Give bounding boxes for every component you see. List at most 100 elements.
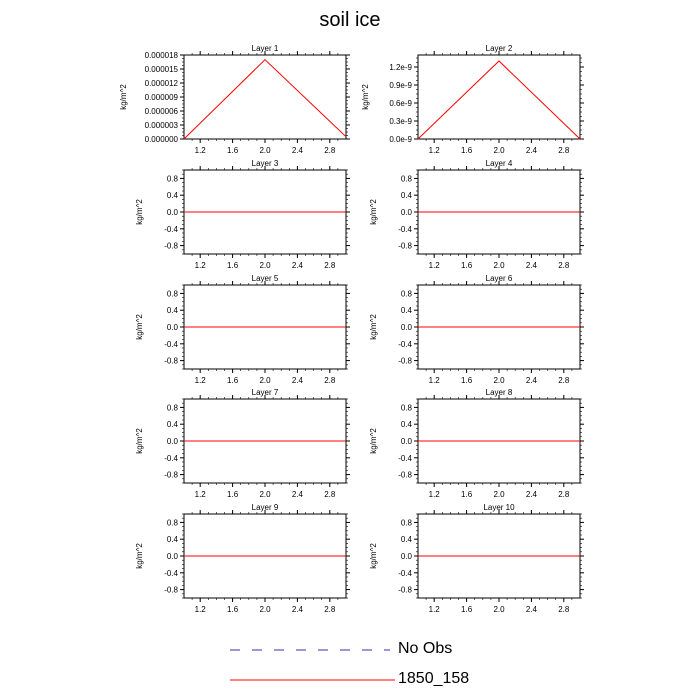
panel-10-ytick-label: -0.8 [398, 586, 412, 595]
panel-10-ytick-label: 0.4 [401, 535, 413, 544]
panel-1-title: Layer 1 [252, 44, 279, 53]
panel-2-xtick-label: 2.4 [526, 146, 538, 155]
panel-2-xtick-label: 1.2 [429, 146, 441, 155]
panel-8-ytick-label: -0.4 [398, 454, 412, 463]
panel-6-xtick-label: 2.8 [558, 376, 570, 385]
panel-4-ytick-label: -0.4 [398, 225, 412, 234]
panel-9-ytick-label: 0.0 [167, 552, 179, 561]
panel-2-xtick-label: 2.0 [493, 146, 505, 155]
panel-1-frame [183, 54, 347, 140]
panel-5-xtick-label: 2.4 [292, 376, 304, 385]
panel-6-xtick-label: 2.4 [526, 376, 538, 385]
panel-2-title: Layer 2 [486, 44, 513, 53]
panel-5-title: Layer 5 [252, 274, 279, 283]
panel-5-xtick-label: 2.8 [324, 376, 336, 385]
panel-10-xtick-label: 2.0 [493, 605, 505, 614]
panel-9-xtick-label: 2.0 [259, 605, 271, 614]
panel-6-xtick-label: 2.0 [493, 376, 505, 385]
panel-3-xtick-label: 1.6 [227, 261, 239, 270]
panel-9-ytick-label: 0.8 [167, 518, 179, 527]
panel-5-ytick-label: 0.4 [167, 306, 179, 315]
panel-8-xtick-label: 2.0 [493, 490, 505, 499]
panel-4-xtick-label: 1.6 [461, 261, 473, 270]
panel-1-xtick-label: 2.8 [324, 146, 336, 155]
panel-2-ylabel: kg/m^2 [361, 84, 370, 110]
panel-6-ytick-label: -0.4 [398, 340, 412, 349]
panel-10-ytick-label: -0.4 [398, 569, 412, 578]
panel-8-xtick-label: 1.6 [461, 490, 473, 499]
legend-label-no-obs: No Obs [398, 640, 453, 657]
panel-2-ytick-label: 0.3e-9 [389, 117, 412, 126]
panel-8-xtick-label: 1.2 [429, 490, 441, 499]
panel-1-ytick-label: 0.000018 [145, 51, 179, 60]
legend-label-model: 1850_158 [398, 670, 470, 687]
panel-4-ylabel: kg/m^2 [369, 199, 378, 225]
panel-6-title: Layer 6 [486, 274, 513, 283]
panel-10-xtick-label: 1.6 [461, 605, 473, 614]
panel-3-ytick-label: -0.4 [164, 225, 178, 234]
panel-2-series-line [417, 60, 581, 140]
panel-7-xtick-label: 2.8 [324, 490, 336, 499]
panel-2-ytick-label: 0.6e-9 [389, 99, 412, 108]
panel-5-ytick-label: 0.8 [167, 289, 179, 298]
panel-10-ylabel: kg/m^2 [369, 543, 378, 569]
panel-3-ytick-label: 0.8 [167, 174, 179, 183]
panel-6-ytick-label: 0.8 [401, 289, 413, 298]
panel-7-ytick-label: 0.8 [167, 403, 179, 412]
panel-1-series-line [183, 59, 347, 140]
panel-9-ylabel: kg/m^2 [135, 543, 144, 569]
panel-6-xtick-label: 1.2 [429, 376, 441, 385]
panel-10-xtick-label: 2.4 [526, 605, 538, 614]
panel-8-ytick-label: 0.8 [401, 403, 413, 412]
panel-8-ytick-label: -0.8 [398, 471, 412, 480]
panel-5-xtick-label: 1.2 [195, 376, 207, 385]
panel-3-xtick-label: 2.4 [292, 261, 304, 270]
panel-5-ytick-label: -0.8 [164, 357, 178, 366]
panel-2-ytick-label: 0.9e-9 [389, 81, 412, 90]
panel-4-xtick-label: 2.8 [558, 261, 570, 270]
panel-3-ylabel: kg/m^2 [135, 199, 144, 225]
panel-7-xtick-label: 2.0 [259, 490, 271, 499]
panel-8-title: Layer 8 [486, 388, 513, 397]
panel-5-xtick-label: 1.6 [227, 376, 239, 385]
panel-6-ytick-label: 0.4 [401, 306, 413, 315]
panel-3-ytick-label: -0.8 [164, 242, 178, 251]
panel-1-ytick-label: 0.000009 [145, 93, 179, 102]
panel-10-title: Layer 10 [483, 503, 515, 512]
panel-8-ytick-label: 0.4 [401, 420, 413, 429]
panel-10-ytick-label: 0.8 [401, 518, 413, 527]
panel-4-xtick-label: 2.0 [493, 261, 505, 270]
panel-8-xtick-label: 2.4 [526, 490, 538, 499]
panel-3-title: Layer 3 [252, 159, 279, 168]
panel-9-xtick-label: 2.4 [292, 605, 304, 614]
panel-7-ytick-label: -0.8 [164, 471, 178, 480]
panel-2-ytick-label: 0.0e-9 [389, 135, 412, 144]
panel-9-title: Layer 9 [252, 503, 279, 512]
panel-9-ytick-label: -0.4 [164, 569, 178, 578]
panel-3-xtick-label: 2.8 [324, 261, 336, 270]
panel-4-ytick-label: 0.4 [401, 191, 413, 200]
panel-3-xtick-label: 1.2 [195, 261, 207, 270]
panel-3-ytick-label: 0.0 [167, 208, 179, 217]
panel-1-ytick-label: 0.000006 [145, 107, 179, 116]
panel-7-ytick-label: -0.4 [164, 454, 178, 463]
panel-2-xtick-label: 2.8 [558, 146, 570, 155]
panel-7-xtick-label: 1.6 [227, 490, 239, 499]
panel-7-xtick-label: 1.2 [195, 490, 207, 499]
panel-6-xtick-label: 1.6 [461, 376, 473, 385]
panel-7-ytick-label: 0.0 [167, 437, 179, 446]
panel-9-ytick-label: 0.4 [167, 535, 179, 544]
panel-8-ytick-label: 0.0 [401, 437, 413, 446]
panel-7-title: Layer 7 [252, 388, 279, 397]
panel-8-xtick-label: 2.8 [558, 490, 570, 499]
panel-10-xtick-label: 1.2 [429, 605, 441, 614]
figure-title: soil ice [319, 9, 381, 31]
panel-7-ylabel: kg/m^2 [135, 428, 144, 454]
panel-1-ytick-label: 0.000012 [145, 79, 179, 88]
panel-1-ytick-label: 0.000015 [145, 65, 179, 74]
panel-6-ylabel: kg/m^2 [369, 314, 378, 340]
panel-5-ytick-label: 0.0 [167, 323, 179, 332]
panel-5-xtick-label: 2.0 [259, 376, 271, 385]
panel-1-xtick-label: 1.2 [195, 146, 207, 155]
